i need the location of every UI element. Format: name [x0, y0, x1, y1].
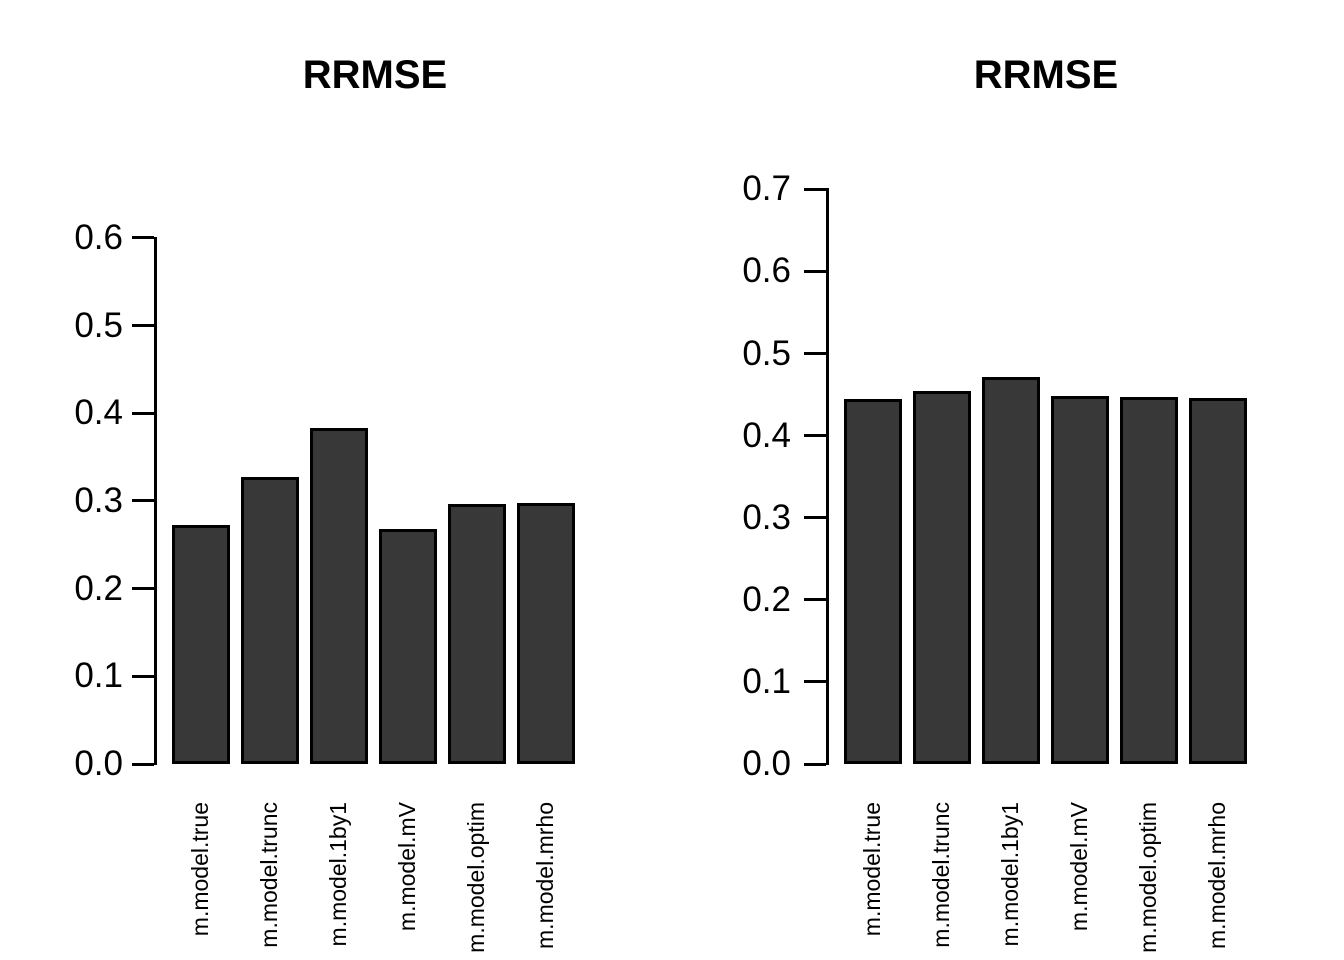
y-tick-label: 0.5 [742, 334, 791, 373]
bar [448, 504, 506, 764]
y-tick-mark [132, 763, 154, 766]
y-tick-mark [804, 598, 826, 601]
bar [982, 377, 1040, 764]
y-tick-label: 0.0 [74, 744, 123, 783]
y-tick-mark [804, 188, 826, 191]
y-tick-label: 0.4 [74, 393, 123, 432]
x-category-label: m.model.mV [1066, 802, 1092, 932]
bar [379, 529, 437, 764]
y-tick-label: 0.1 [742, 662, 791, 701]
y-tick-label: 0.0 [742, 744, 791, 783]
y-tick-mark [804, 270, 826, 273]
y-tick-mark [132, 499, 154, 502]
y-tick-mark [804, 516, 826, 519]
x-category-label: m.model.trunc [928, 802, 954, 948]
bar [1120, 397, 1178, 764]
y-tick-label: 0.3 [742, 498, 791, 537]
y-tick-label: 0.4 [742, 416, 791, 455]
x-category-label: m.model.mrho [1204, 802, 1230, 949]
y-tick-label: 0.2 [742, 580, 791, 619]
bar [517, 503, 575, 764]
x-category-label: m.model.1by1 [997, 802, 1023, 947]
y-tick-mark [132, 236, 154, 239]
bar [1051, 396, 1109, 764]
chart-title-right: RRMSE [973, 53, 1119, 97]
bar [844, 399, 902, 764]
bar [1189, 398, 1247, 764]
y-tick-mark [132, 587, 154, 590]
x-category-label: m.model.true [859, 802, 885, 937]
y-tick-label: 0.6 [742, 251, 791, 290]
y-tick-mark [804, 352, 826, 355]
y-tick-label: 0.3 [74, 481, 123, 520]
x-category-label: m.model.optim [1135, 802, 1161, 953]
y-tick-mark [804, 763, 826, 766]
y-axis-line [826, 188, 829, 765]
bar [310, 428, 368, 764]
bar [913, 391, 971, 764]
bar [172, 525, 230, 764]
y-tick-mark [132, 324, 154, 327]
y-tick-label: 0.5 [74, 306, 123, 345]
y-tick-mark [804, 680, 826, 683]
chart-title-left: RRMSE [302, 53, 448, 97]
y-tick-label: 0.6 [74, 218, 123, 257]
y-axis-line [154, 236, 157, 765]
bar [241, 477, 299, 764]
y-tick-label: 0.7 [742, 169, 791, 208]
y-tick-mark [132, 675, 154, 678]
y-tick-mark [804, 434, 826, 437]
y-tick-label: 0.2 [74, 569, 123, 608]
y-tick-mark [132, 412, 154, 415]
y-tick-label: 0.1 [74, 656, 123, 695]
